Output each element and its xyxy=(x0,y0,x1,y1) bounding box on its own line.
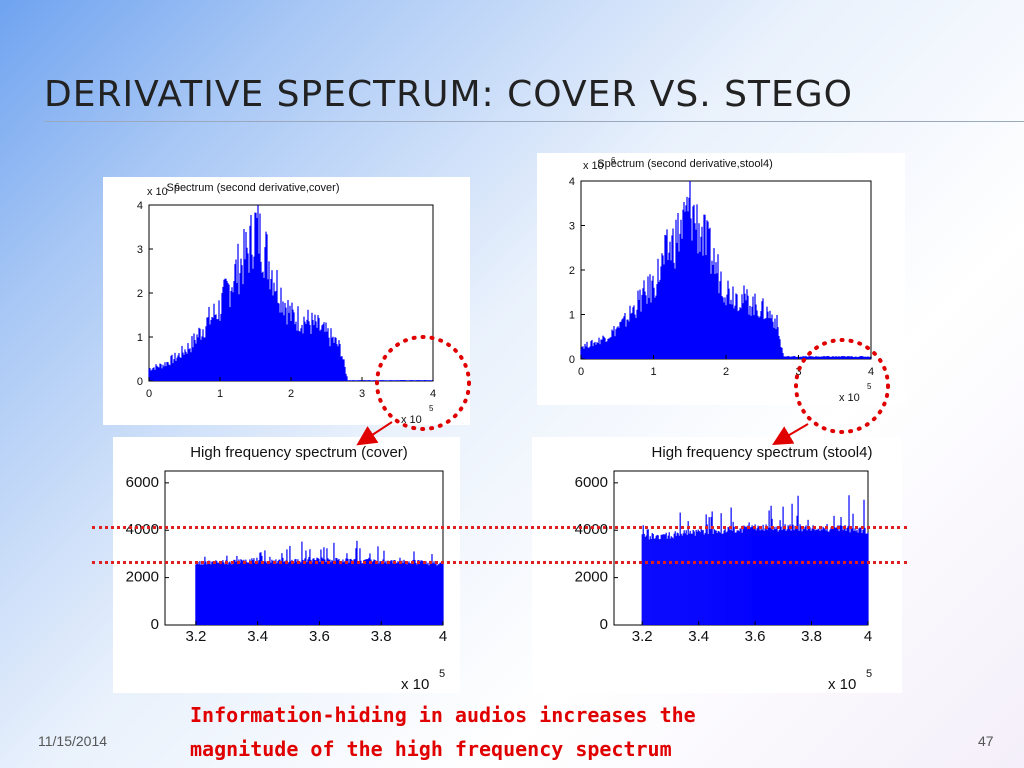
x-multiplier-label: x 10 xyxy=(401,414,422,425)
y-tick-label: 3 xyxy=(569,221,575,233)
series-area xyxy=(580,181,872,359)
y-tick-label: 0 xyxy=(151,616,159,633)
x-tick-label: 1 xyxy=(217,388,223,400)
chart-spectrum-cover: 0 1 2 3 4 0 1 2 3 4 Spectrum (second derivative,co… xyxy=(103,177,470,425)
highlight-circle-cover xyxy=(375,335,471,431)
x-tick-label: 3.4 xyxy=(688,628,709,645)
x-tick-label: 4 xyxy=(430,388,436,400)
y-multiplier-label: x 10 xyxy=(147,186,168,198)
caption-line-2: magnitude of the high frequency spectrum xyxy=(190,737,672,761)
x-tick-label: 3.2 xyxy=(185,628,206,645)
x-multiplier-label: x 10 xyxy=(839,392,860,404)
y-tick-label: 1 xyxy=(137,332,143,344)
chart-high-frequency-stego: 3.2 3.4 3.6 3.8 4 0 2000 4000 6000 High frequency… xyxy=(532,437,902,693)
y-tick-label: 4000 xyxy=(575,521,608,538)
y-tick-label: 6000 xyxy=(126,474,159,491)
arrow-to-stego-zoom xyxy=(772,423,809,446)
threshold-line-lower xyxy=(92,561,907,564)
x-exponent-label: 5 xyxy=(439,668,445,680)
x-multiplier-label: x 10 xyxy=(828,676,856,693)
chart-title: Spectrum (second derivative,stool4) xyxy=(597,158,772,170)
chart-title: High frequency spectrum (stool4) xyxy=(652,444,873,461)
x-tick-label: 0 xyxy=(578,366,584,378)
chart-high-frequency-cover: 3.2 3.4 3.6 3.8 4 0 2000 4000 6000 High frequency… xyxy=(113,437,460,693)
series-area xyxy=(641,495,869,625)
x-tick-label: 3.6 xyxy=(309,628,330,645)
x-tick-label: 1 xyxy=(650,366,656,378)
x-tick-label: 3.6 xyxy=(745,628,766,645)
x-tick-label: 3.2 xyxy=(632,628,653,645)
y-exponent-label: 6 xyxy=(611,156,616,165)
x-tick-label: 3 xyxy=(795,366,801,378)
footer-date: 11/15/2014 xyxy=(38,733,108,749)
y-exponent-label: 6 xyxy=(175,182,180,191)
y-tick-label: 6000 xyxy=(575,474,608,491)
arrow-to-cover-zoom xyxy=(356,421,393,446)
y-tick-label: 0 xyxy=(569,354,575,366)
x-exponent-label: 5 xyxy=(429,404,434,413)
y-tick-label: 0 xyxy=(600,616,608,633)
y-tick-label: 2 xyxy=(569,265,575,277)
y-tick-label: 2000 xyxy=(575,569,608,586)
caption-line-1: Information-hiding in audios increases t… xyxy=(190,703,696,727)
x-tick-label: 0 xyxy=(146,388,152,400)
chart-title: High frequency spectrum (cover) xyxy=(190,444,408,461)
caption: Information-hiding in audios increases t… xyxy=(190,698,696,766)
y-tick-label: 2000 xyxy=(126,569,159,586)
x-multiplier-label: x 10 xyxy=(401,676,429,693)
series-area xyxy=(195,540,444,625)
y-tick-label: 4 xyxy=(137,200,143,212)
y-tick-label: 3 xyxy=(137,244,143,256)
y-tick-label: 2 xyxy=(137,288,143,300)
y-tick-label: 0 xyxy=(137,376,143,388)
chart-spectrum-stego: 0 1 2 3 4 0 1 2 3 4 Spectrum (second derivative,st… xyxy=(537,153,905,405)
y-tick-label: 4000 xyxy=(126,521,159,538)
slide-title: DERIVATIVE SPECTRUM: COVER VS. STEGO xyxy=(44,74,853,115)
x-tick-label: 3.8 xyxy=(371,628,392,645)
x-tick-label: 4 xyxy=(439,628,447,645)
x-tick-label: 3.8 xyxy=(801,628,822,645)
title-divider xyxy=(44,121,1024,122)
x-tick-label: 3 xyxy=(359,388,365,400)
threshold-line-upper xyxy=(92,526,907,529)
x-exponent-label: 5 xyxy=(867,382,872,391)
y-multiplier-label: x 10 xyxy=(583,160,604,172)
highlight-circle-stego xyxy=(794,338,890,434)
y-tick-label: 1 xyxy=(569,310,575,322)
chart-title: Spectrum (second derivative,cover) xyxy=(166,182,339,194)
x-tick-label: 3.4 xyxy=(247,628,268,645)
series-area xyxy=(148,205,434,381)
x-tick-label: 2 xyxy=(288,388,294,400)
x-tick-label: 2 xyxy=(723,366,729,378)
x-tick-label: 4 xyxy=(864,628,872,645)
page-number: 47 xyxy=(978,733,994,749)
x-tick-label: 4 xyxy=(868,366,874,378)
x-exponent-label: 5 xyxy=(866,668,872,680)
y-tick-label: 4 xyxy=(569,176,575,188)
